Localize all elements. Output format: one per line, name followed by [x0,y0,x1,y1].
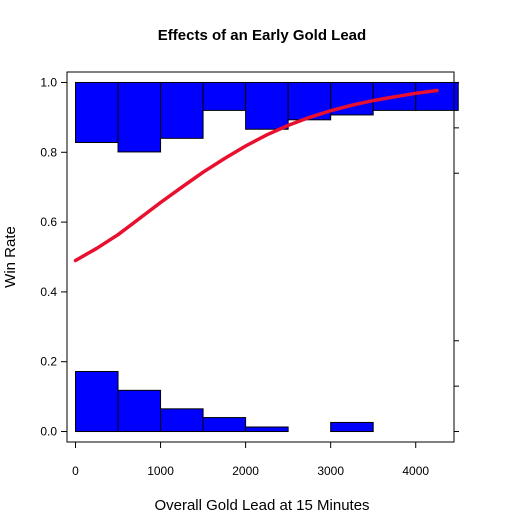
loss-histogram-bar [160,408,204,433]
y-axis-label: Win Rate [2,226,19,288]
x-tick-label: 3000 [317,464,344,478]
win-histogram-bar [415,81,459,111]
axes: 0.0 0.2 0.4 0.6 0.8 1.0 0 1000 2000 3000 4000 [40,71,459,478]
chart-title: Effects of an Early Gold Lead [158,27,366,44]
y-tick-label: 0.0 [40,425,57,439]
plot-frame [66,71,455,443]
loss-histogram-bar [330,421,374,433]
y-tick-label: 0.4 [40,285,57,299]
win-histogram-bar [160,81,204,139]
win-histogram-bar [117,81,162,153]
win-histogram-bar [202,81,247,111]
loss-histogram-bar [75,370,119,433]
loss-histogram-bar [117,389,162,433]
win-histogram-bar [75,81,119,144]
y-tick-label: 0.6 [40,215,57,229]
loss-histogram-bar [245,426,289,433]
loss-histogram-bar [202,417,247,433]
plot-area [73,81,459,433]
x-axis-label: Overall Gold Lead at 15 Minutes [154,497,369,514]
y-tick-label: 0.8 [40,145,57,159]
x-tick-label: 2000 [232,464,259,478]
y-tick-label: 0.2 [40,355,57,369]
win-histogram-bar [287,81,332,121]
x-tick-label: 1000 [147,464,174,478]
win-histogram-bar [245,81,289,130]
fit-curve-line [73,88,439,263]
x-tick-label: 0 [72,464,79,478]
y-tick-label: 1.0 [40,75,57,89]
x-tick-label: 4000 [402,464,429,478]
